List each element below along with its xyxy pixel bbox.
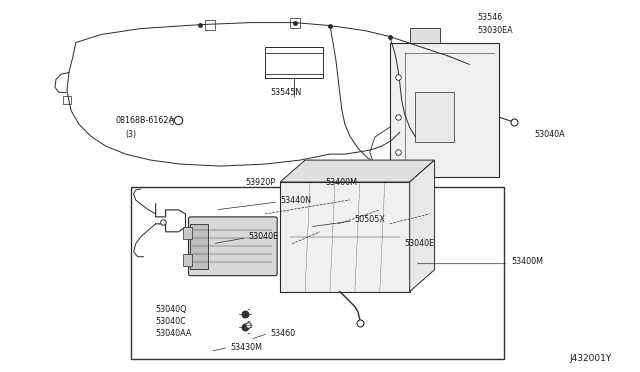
Text: 53040E: 53040E (248, 232, 278, 241)
Text: 53400M: 53400M (325, 177, 357, 186)
Polygon shape (280, 160, 435, 182)
Bar (265, 52, 323, 74)
Bar (191, 224, 209, 269)
Text: 53546: 53546 (477, 13, 502, 22)
Text: 08168B-6162A: 08168B-6162A (116, 116, 175, 125)
Bar (290, 17, 300, 28)
Text: 53460: 53460 (270, 329, 295, 338)
Text: 53030E: 53030E (279, 59, 309, 68)
Bar (280, 182, 410, 292)
Bar (63, 96, 71, 104)
Bar (131, 187, 504, 359)
Text: 53545N: 53545N (270, 88, 301, 97)
Bar (390, 42, 499, 177)
Text: 53430M: 53430M (230, 343, 262, 352)
Polygon shape (410, 160, 435, 292)
Text: 53040C: 53040C (156, 317, 186, 326)
Text: 53030E: 53030E (270, 56, 300, 65)
Text: 53040A: 53040A (534, 130, 565, 139)
Text: 53040AA: 53040AA (156, 329, 192, 338)
Bar (182, 254, 193, 266)
Text: Ⓝ: Ⓝ (170, 117, 173, 124)
Bar (205, 20, 216, 30)
Text: J432001Y: J432001Y (569, 355, 611, 363)
Text: 53920P: 53920P (245, 177, 275, 186)
Bar (415, 92, 454, 142)
Text: 50505X: 50505X (355, 215, 386, 224)
Text: 53040Q: 53040Q (156, 305, 187, 314)
Bar (265, 46, 323, 78)
Text: 53030EA: 53030EA (477, 26, 513, 35)
Bar (182, 227, 193, 239)
Text: 53400M: 53400M (511, 257, 543, 266)
Text: 53440N: 53440N (280, 196, 311, 205)
Text: 53040E: 53040E (404, 239, 435, 248)
Text: (3): (3) (125, 130, 137, 139)
Bar (410, 28, 440, 42)
FancyBboxPatch shape (189, 217, 277, 276)
